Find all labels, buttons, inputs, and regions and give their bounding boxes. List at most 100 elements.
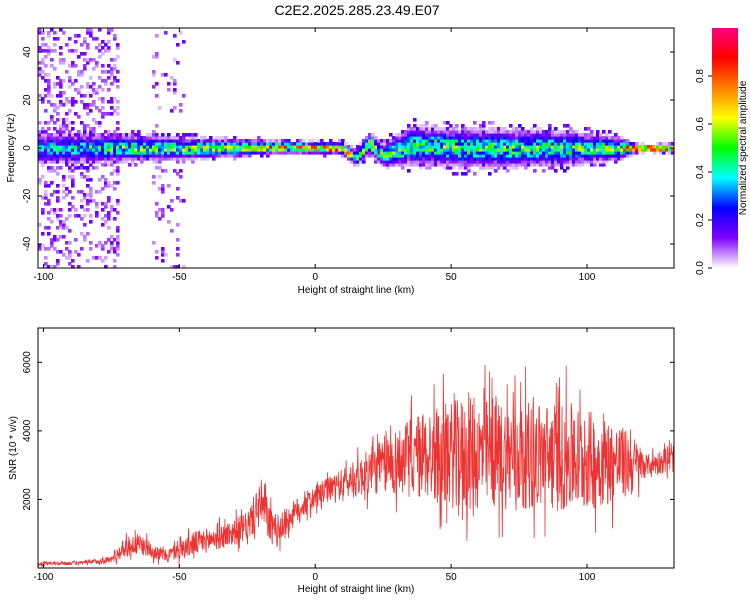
heatmap-cell [56, 94, 60, 98]
heatmap-cell [176, 154, 180, 158]
heatmap-cell [413, 133, 417, 137]
heatmap-cell [482, 151, 486, 155]
heatmap-cell [527, 139, 531, 143]
heatmap-cell [578, 136, 582, 140]
heatmap-cell [128, 142, 132, 146]
heatmap-cell [284, 151, 288, 155]
heatmap-cell [212, 154, 216, 158]
heatmap-cell [83, 148, 87, 152]
heatmap-cell [56, 217, 60, 221]
heatmap-cell [44, 142, 48, 146]
heatmap-cell [257, 148, 261, 152]
heatmap-cell [260, 145, 264, 149]
heatmap-cell [488, 133, 492, 137]
heatmap-cell [467, 169, 471, 173]
heatmap-cell [59, 79, 63, 83]
heatmap-cell [368, 151, 372, 155]
heatmap-cell [146, 139, 150, 143]
heatmap-cell [134, 133, 138, 137]
heatmap-cell [236, 145, 240, 149]
heatmap-cell [593, 145, 597, 149]
heatmap-cell [89, 241, 93, 245]
heatmap-cell [71, 139, 75, 143]
heatmap-cell [224, 136, 228, 140]
heatmap-cell [494, 145, 498, 149]
heatmap-cell [590, 157, 594, 161]
heatmap-cell [554, 151, 558, 155]
heatmap-cell [569, 142, 573, 146]
heatmap-cell [407, 160, 411, 164]
heatmap-cell [296, 142, 300, 146]
heatmap-cell [80, 100, 84, 104]
heatmap-cell [101, 133, 105, 137]
heatmap-cell [491, 151, 495, 155]
heatmap-cell [176, 145, 180, 149]
heatmap-cell [281, 145, 285, 149]
heatmap-cell [446, 142, 450, 146]
heatmap-cell [392, 163, 396, 167]
heatmap-cell [419, 130, 423, 134]
heatmap-cell [410, 127, 414, 131]
heatmap-cell [47, 34, 51, 38]
heatmap-cell [647, 148, 651, 152]
heatmap-cell [245, 145, 249, 149]
heatmap-cell [473, 172, 477, 176]
heatmap-cell [113, 142, 117, 146]
heatmap-cell [206, 154, 210, 158]
heatmap-cell [383, 151, 387, 155]
snr-series-line [37, 364, 675, 567]
heatmap-cell [521, 163, 525, 167]
heatmap-cell [152, 154, 156, 158]
heatmap-cell [629, 154, 633, 158]
heatmap-cell [479, 133, 483, 137]
heatmap-cell [86, 139, 90, 143]
heatmap-cell [107, 142, 111, 146]
heatmap-cell [41, 139, 45, 143]
heatmap-cell [272, 142, 276, 146]
heatmap-cell [422, 136, 426, 140]
heatmap-cell [113, 250, 117, 254]
heatmap-cell [407, 133, 411, 137]
heatmap-cell [434, 145, 438, 149]
heatmap-cell [122, 160, 126, 164]
heatmap-cell [71, 148, 75, 152]
heatmap-cell [41, 154, 45, 158]
heatmap-cell [629, 148, 633, 152]
heatmap-cell [191, 139, 195, 143]
heatmap-cell [371, 145, 375, 149]
heatmap-cell [341, 139, 345, 143]
heatmap-cell [50, 118, 54, 122]
heatmap-cell [434, 142, 438, 146]
heatmap-cell [107, 76, 111, 80]
heatmap-cell [113, 148, 117, 152]
heatmap-cell [194, 154, 198, 158]
heatmap-cell [182, 148, 186, 152]
heatmap-cell [47, 52, 51, 56]
heatmap-cell [323, 145, 327, 149]
heatmap-cell [425, 166, 429, 170]
heatmap-cell [440, 151, 444, 155]
heatmap-cell [434, 157, 438, 161]
heatmap-cell [521, 157, 525, 161]
heatmap-cell [602, 136, 606, 140]
heatmap-cell [320, 148, 324, 152]
heatmap-cell [632, 142, 636, 146]
heatmap-cell [179, 109, 183, 113]
heatmap-cell [170, 151, 174, 155]
heatmap-cell [173, 157, 177, 161]
heatmap-cell [185, 139, 189, 143]
heatmap-cell [146, 145, 150, 149]
heatmap-cell [575, 142, 579, 146]
heatmap-cell [47, 121, 51, 125]
heatmap-cell [491, 133, 495, 137]
heatmap-cell [41, 208, 45, 212]
heatmap-cell [86, 31, 90, 35]
heatmap-cell [80, 157, 84, 161]
heatmap-cell [305, 145, 309, 149]
heatmap-cell [47, 94, 51, 98]
heatmap-cell [455, 154, 459, 158]
heatmap-cell [617, 151, 621, 155]
heatmap-cell [581, 145, 585, 149]
spectrogram-ytick-label: 40 [22, 46, 33, 58]
